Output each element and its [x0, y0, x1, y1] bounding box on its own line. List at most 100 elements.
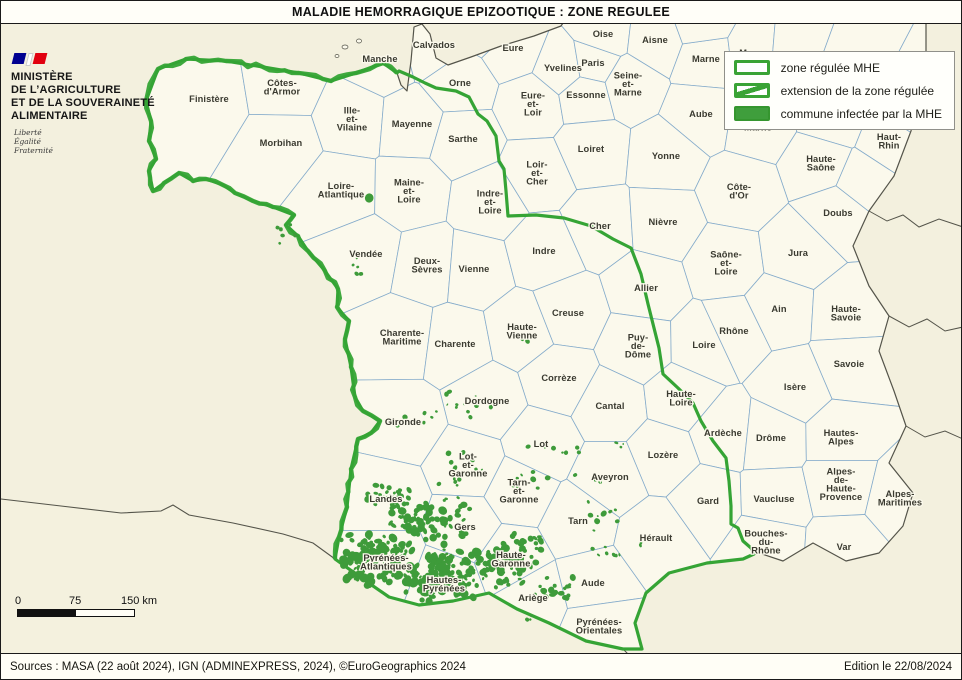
ministry-name: MINISTÈRE DE L’AGRICULTURE ET DE LA SOUV…	[11, 71, 163, 123]
department-labels: Finistère Côtes-d'Armor Morbihan Ille-et-Vi…	[188, 28, 923, 637]
footer-bar: Sources : MASA (22 août 2024), IGN (ADMI…	[1, 653, 961, 679]
motto-line: Liberté	[14, 128, 42, 137]
extension-hatch-swatch	[733, 83, 770, 98]
department-label: Ain	[771, 304, 786, 314]
ministry-logo: MINISTÈRE DE L’AGRICULTURE ET DE LA SOUV…	[11, 53, 163, 155]
department-label: Lot-et-Garonne	[449, 452, 488, 479]
department-label: Haute-Loire	[666, 389, 696, 408]
department-label: Hautes-Alpes	[824, 428, 859, 447]
department-label: Loire	[692, 340, 715, 350]
department-label: Aude	[581, 578, 605, 588]
infected-communes	[275, 193, 643, 622]
department-label: Lozère	[648, 450, 679, 460]
department-label: Vienne	[459, 264, 490, 274]
department-label: Cher	[589, 221, 611, 231]
department-cell	[674, 24, 737, 45]
french-flag-icon	[11, 53, 163, 66]
scale-bar: 0 75 150 km	[15, 595, 187, 617]
legend-item-zone: zone régulée MHE	[733, 60, 942, 75]
scale-labels: 0 75 150 km	[15, 595, 187, 609]
scale-label-75: 75	[69, 595, 82, 607]
department-label: Marne	[692, 54, 720, 64]
department-label: Ille-et-Vilaine	[337, 106, 368, 133]
department-label: Var	[837, 542, 852, 552]
department-label: Jura	[788, 248, 809, 258]
department-label: Alpes-Maritimes	[878, 489, 922, 508]
department-label: Cantal	[595, 401, 624, 411]
department-label: Indre	[532, 246, 555, 256]
department-label: Doubs	[823, 208, 852, 218]
department-label: Eure	[502, 43, 523, 53]
department-label: Charente-Maritime	[380, 328, 424, 347]
legend-label: extension de la zone régulée	[780, 83, 935, 98]
department-label: Loire-Atlantique	[318, 181, 364, 200]
motto-line: Égalité	[14, 137, 41, 146]
department-label: Tarn	[568, 516, 588, 526]
department-label: Dordogne	[465, 396, 510, 406]
department-label: Essonne	[566, 90, 605, 100]
sources-text: Sources : MASA (22 août 2024), IGN (ADMI…	[10, 660, 466, 673]
zone-outline-swatch	[733, 60, 770, 75]
department-label: Haute-Vienne	[507, 322, 538, 341]
department-label: Vaucluse	[753, 494, 794, 504]
department-label: Paris	[581, 58, 604, 68]
title-bar: MALADIE HEMORRAGIQUE EPIZOOTIQUE : ZONE …	[1, 1, 961, 24]
france-map: Finistère Côtes-d'Armor Morbihan Ille-et-Vi…	[1, 24, 961, 655]
department-label: Pyrénées-Atlantiques	[360, 553, 412, 572]
department-label: Nièvre	[648, 217, 677, 227]
motto: Liberté Égalité Fraternité	[14, 128, 163, 155]
department-label: Aveyron	[591, 472, 629, 482]
department-label: Orne	[449, 78, 471, 88]
department-label: Alpes-de-Haute-Provence	[820, 466, 863, 502]
department-label: Hautes-Pyrénées	[423, 575, 465, 594]
department-label: Eure-et-Loir	[521, 91, 545, 118]
department-label: Ardèche	[704, 428, 742, 438]
department-label: Seine-et-Marne	[614, 71, 643, 98]
department-label: Pyrénées-Orientales	[576, 617, 622, 636]
department-label: Rhône	[719, 326, 748, 336]
department-label: Saône-et-Loire	[710, 250, 742, 277]
edition-text: Edition le 22/08/2024	[843, 660, 952, 673]
department-label: Corrèze	[541, 373, 576, 383]
ministry-line: ALIMENTAIRE	[11, 110, 88, 122]
department-label: Gers	[454, 522, 476, 532]
infected-solid-swatch	[733, 106, 770, 121]
department-label: Isère	[784, 382, 806, 392]
department-label: Charente	[434, 339, 475, 349]
department-label: Allier	[634, 283, 658, 293]
scale-label-150km: 150 km	[121, 595, 158, 607]
department-label: Ariège	[518, 593, 548, 603]
department-label: Haute-Garonne	[492, 550, 531, 569]
legend-label: zone régulée MHE	[780, 60, 880, 75]
ministry-line: DE L’AGRICULTURE	[11, 84, 121, 96]
motto-line: Fraternité	[14, 146, 53, 155]
coastal-zone-edge	[143, 55, 399, 560]
legend-item-extension: extension de la zone régulée	[733, 83, 942, 98]
department-label: Manche	[362, 54, 397, 64]
department-label: Yonne	[652, 151, 680, 161]
department-label: Morbihan	[260, 138, 303, 148]
department-label: Haut-Rhin	[877, 132, 901, 151]
department-label: Côte-d'Or	[727, 182, 751, 201]
department-label: Mayenne	[392, 119, 432, 129]
department-label: Deux-Sèvres	[411, 256, 442, 275]
scale-label-0: 0	[15, 595, 22, 607]
department-label: Bouches-du-Rhône	[744, 529, 787, 556]
department-label: Loir-et-Cher	[526, 160, 548, 187]
department-label: Tarn-et-Garonne	[500, 478, 539, 505]
department-label: Creuse	[552, 308, 584, 318]
department-label: Loiret	[578, 144, 604, 154]
department-label: Sarthe	[448, 134, 478, 144]
legend-label: commune infectée par la MHE	[780, 106, 942, 121]
department-label: Vendée	[349, 249, 382, 259]
department-label: Calvados	[413, 40, 455, 50]
department-label: Oise	[593, 29, 614, 39]
department-label: Aisne	[642, 35, 668, 45]
ministry-line: MINISTÈRE	[11, 71, 73, 83]
department-label: Haute-Saône	[806, 154, 836, 173]
map-area: Finistère Côtes-d'Armor Morbihan Ille-et-Vi…	[1, 24, 961, 655]
department-label: Finistère	[189, 94, 229, 104]
department-label: Landes	[369, 494, 402, 504]
legend-item-commune: commune infectée par la MHE	[733, 106, 942, 121]
